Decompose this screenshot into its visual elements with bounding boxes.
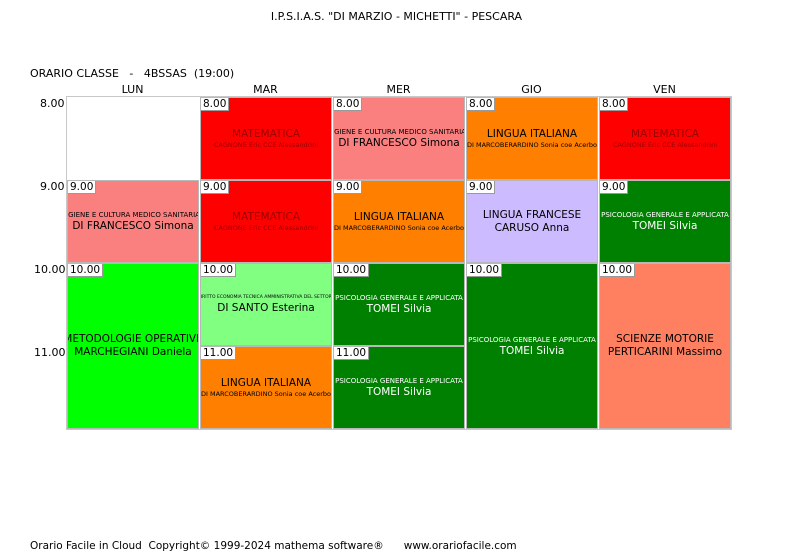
lesson-start-time: 10.00	[467, 264, 503, 277]
lesson-subject: MATEMATICA	[631, 127, 699, 140]
lesson-subject: MATEMATICA	[232, 210, 300, 223]
lesson-mer-8[interactable]: 8.00 IGIENE E CULTURA MEDICO SANITARIA D…	[333, 97, 465, 180]
lesson-start-time: 10.00	[600, 264, 636, 277]
lesson-mer-9[interactable]: 9.00 LINGUA ITALIANA DI MARCOBERARDINO S…	[333, 180, 465, 263]
time-label-11: 11.00	[34, 346, 66, 359]
lesson-gio-8[interactable]: 8.00 LINGUA ITALIANA DI MARCOBERARDINO S…	[466, 97, 598, 180]
lesson-start-time: 8.00	[201, 98, 230, 111]
lesson-lun-10[interactable]: 10.00 METODOLOGIE OPERATIVE MARCHEGIANI …	[67, 263, 199, 429]
lesson-mar-9[interactable]: 9.00 MATEMATICA CAGNONE Eric CCE Alessan…	[200, 180, 332, 263]
lesson-subject: PSICOLOGIA GENERALE E APPLICATA	[601, 211, 729, 219]
lesson-teacher: DI MARCOBERARDINO Sonia coe Acerbo	[467, 140, 598, 149]
school-title: I.P.S.I.A.S. "DI MARZIO - MICHETTI" - PE…	[270, 10, 523, 23]
lesson-mar-10[interactable]: 10.00 DIRITTO ECONOMIA TECNICA AMMINISTR…	[200, 263, 332, 346]
lesson-start-time: 11.00	[334, 347, 370, 360]
lesson-start-time: 9.00	[600, 181, 629, 194]
timetable-grid	[66, 96, 732, 430]
lesson-start-time: 11.00	[201, 347, 237, 360]
lesson-subject: IGIENE E CULTURA MEDICO SANITARIA	[67, 211, 199, 219]
time-label-9: 9.00	[40, 180, 65, 193]
lesson-teacher: DI MARCOBERARDINO Sonia coe Acerbo	[334, 223, 465, 232]
lesson-teacher: DI SANTO Esterina	[217, 302, 315, 314]
lesson-lun-9[interactable]: 9.00 IGIENE E CULTURA MEDICO SANITARIA D…	[67, 180, 199, 263]
lesson-mar-8[interactable]: 8.00 MATEMATICA CAGNONE Eric CCE Alessan…	[200, 97, 332, 180]
lesson-start-time: 10.00	[201, 264, 237, 277]
lesson-subject: PSICOLOGIA GENERALE E APPLICATA	[468, 335, 596, 344]
time-label-8: 8.00	[40, 97, 65, 110]
class-label: ORARIO CLASSE - 4BSSAS (19:00)	[30, 67, 235, 80]
lesson-teacher: TOMEI Silvia	[499, 344, 565, 357]
lesson-teacher: CARUSO Anna	[494, 221, 570, 234]
lesson-teacher: CAGNONE Eric CCE Alessandrini	[213, 223, 319, 232]
lesson-start-time: 8.00	[334, 98, 363, 111]
lesson-ven-9[interactable]: 9.00 PSICOLOGIA GENERALE E APPLICATA TOM…	[599, 180, 731, 263]
lesson-subject: PSICOLOGIA GENERALE E APPLICATA	[335, 294, 463, 302]
lesson-subject: DIRITTO ECONOMIA TECNICA AMMINISTRATIVA …	[200, 295, 332, 300]
lesson-start-time: 10.00	[68, 264, 104, 277]
lesson-teacher: CAGNONE Eric CCE Alessandrini	[612, 140, 718, 149]
lesson-subject: IGIENE E CULTURA MEDICO SANITARIA	[333, 128, 465, 136]
lesson-start-time: 9.00	[68, 181, 97, 194]
lesson-gio-9[interactable]: 9.00 LINGUA FRANCESE CARUSO Anna	[466, 180, 598, 263]
lesson-ven-10[interactable]: 10.00 SCIENZE MOTORIE PERTICARINI Massim…	[599, 263, 731, 429]
lesson-teacher: TOMEI Silvia	[632, 220, 698, 232]
lesson-start-time: 9.00	[467, 181, 496, 194]
lesson-subject: LINGUA FRANCESE	[482, 208, 582, 221]
lesson-start-time: 8.00	[467, 98, 496, 111]
lesson-teacher: DI FRANCESCO Simona	[338, 137, 460, 149]
time-label-10: 10.00	[34, 263, 66, 276]
lesson-subject: LINGUA ITALIANA	[353, 210, 445, 223]
day-header-mer: MER	[386, 83, 411, 96]
lesson-start-time: 8.00	[600, 98, 629, 111]
lesson-start-time: 9.00	[334, 181, 363, 194]
lesson-subject: LINGUA ITALIANA	[486, 127, 578, 140]
lesson-subject: METODOLOGIE OPERATIVE	[67, 333, 199, 345]
day-header-ven: VEN	[653, 83, 676, 96]
lesson-teacher: TOMEI Silvia	[366, 386, 432, 398]
day-header-mar: MAR	[253, 83, 278, 96]
lesson-teacher: CAGNONE Eric CCE Alessandrini	[213, 140, 319, 149]
lesson-start-time: 10.00	[334, 264, 370, 277]
lesson-ven-8[interactable]: 8.00 MATEMATICA CAGNONE Eric CCE Alessan…	[599, 97, 731, 180]
day-header-lun: LUN	[121, 83, 144, 96]
lesson-subject: PSICOLOGIA GENERALE E APPLICATA	[335, 377, 463, 385]
lesson-teacher: DI FRANCESCO Simona	[72, 220, 194, 232]
lesson-subject: LINGUA ITALIANA	[220, 376, 312, 389]
lesson-subject: MATEMATICA	[232, 127, 300, 140]
lesson-mer-11[interactable]: 11.00 PSICOLOGIA GENERALE E APPLICATA TO…	[333, 346, 465, 429]
lesson-gio-10[interactable]: 10.00 PSICOLOGIA GENERALE E APPLICATA TO…	[466, 263, 598, 429]
lesson-teacher: PERTICARINI Massimo	[607, 346, 723, 358]
lesson-start-time: 9.00	[201, 181, 230, 194]
footer-copyright: Orario Facile in Cloud Copyright© 1999-2…	[30, 540, 517, 552]
lesson-mar-11[interactable]: 11.00 LINGUA ITALIANA DI MARCOBERARDINO …	[200, 346, 332, 429]
lesson-subject: SCIENZE MOTORIE	[616, 333, 714, 345]
lesson-teacher: MARCHEGIANI Daniela	[74, 346, 192, 358]
lesson-teacher: TOMEI Silvia	[366, 303, 432, 315]
day-header-gio: GIO	[521, 83, 542, 96]
lesson-mer-10[interactable]: 10.00 PSICOLOGIA GENERALE E APPLICATA TO…	[333, 263, 465, 346]
lesson-teacher: DI MARCOBERARDINO Sonia coe Acerbo	[201, 389, 332, 398]
